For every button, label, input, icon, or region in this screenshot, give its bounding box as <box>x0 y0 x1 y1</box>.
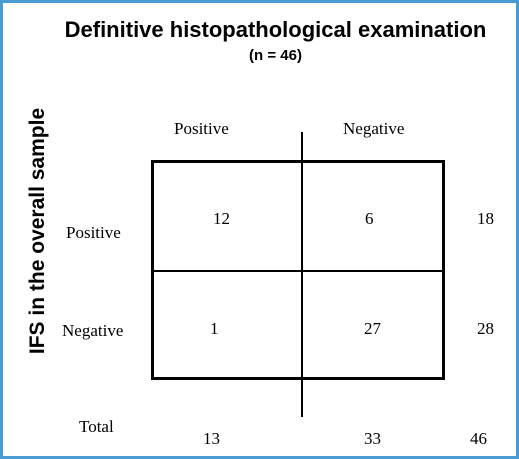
grand-total: 46 <box>470 429 487 448</box>
column-total-positive: 13 <box>203 429 220 448</box>
row-total-negative: 28 <box>477 319 494 338</box>
table-vertical-divider <box>301 132 303 417</box>
column-total-negative: 33 <box>364 429 381 448</box>
cell-positive-negative: 6 <box>365 209 374 228</box>
figure-subtitle: (n = 46) <box>249 47 302 64</box>
column-header-positive: Positive <box>174 119 229 138</box>
total-row-label: Total <box>79 417 114 436</box>
cell-negative-positive: 1 <box>210 319 219 338</box>
row-axis-title: IFS in the overall sample <box>26 107 49 355</box>
row-total-positive: 18 <box>477 209 494 228</box>
table-horizontal-divider <box>151 270 445 272</box>
column-header-negative: Negative <box>343 119 405 138</box>
cell-positive-positive: 12 <box>213 209 230 228</box>
row-label-positive: Positive <box>66 223 121 242</box>
figure-title: Definitive histopathological examination <box>64 17 487 42</box>
cell-negative-negative: 27 <box>364 319 381 338</box>
row-label-negative: Negative <box>62 321 124 340</box>
